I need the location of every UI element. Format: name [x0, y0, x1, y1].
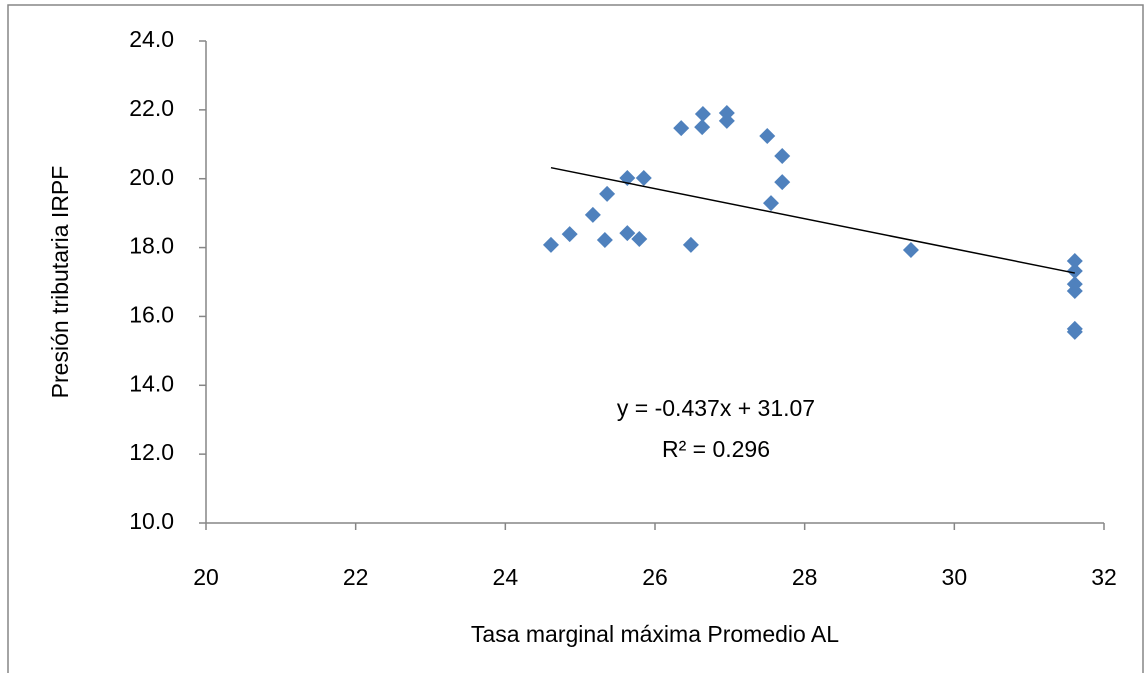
point	[599, 185, 616, 202]
point	[542, 236, 559, 253]
trend-r-squared: R² = 0.296	[662, 436, 770, 462]
y-tick-label: 20.0	[129, 164, 174, 190]
point	[596, 231, 613, 248]
point	[1066, 262, 1083, 279]
point	[561, 226, 578, 243]
y-axis-label: Presión tributaria IRPF	[47, 166, 73, 399]
x-tick-label: 32	[1091, 564, 1117, 590]
x-tick-label: 20	[193, 564, 219, 590]
x-tick-label: 28	[792, 564, 818, 590]
trend-equation: y = -0.437x + 31.07	[617, 395, 815, 421]
point	[1066, 323, 1083, 340]
chart-frame	[7, 4, 1144, 673]
x-tick-label: 26	[642, 564, 668, 590]
point	[774, 147, 791, 164]
point	[1066, 252, 1083, 269]
point	[774, 174, 791, 191]
point	[584, 206, 601, 223]
x-tick-label: 22	[343, 564, 369, 590]
x-tick-label: 30	[942, 564, 968, 590]
trendline	[550, 166, 1075, 274]
y-tick-label: 24.0	[129, 26, 174, 52]
point	[682, 236, 699, 253]
y-tick-label: 16.0	[129, 302, 174, 328]
point	[718, 112, 735, 129]
point	[631, 230, 648, 247]
point	[635, 170, 652, 187]
x-tick-label: 24	[493, 564, 519, 590]
y-tick-label: 22.0	[129, 95, 174, 121]
point	[1066, 282, 1083, 299]
y-tick-label: 14.0	[129, 370, 174, 396]
point	[762, 195, 779, 212]
point	[902, 241, 919, 258]
point	[619, 225, 636, 242]
y-tick-label: 12.0	[129, 439, 174, 465]
x-axis-label: Tasa marginal máxima Promedio AL	[471, 621, 839, 647]
point	[673, 120, 690, 137]
point	[694, 119, 711, 136]
y-tick-label: 10.0	[129, 508, 174, 534]
y-tick-label: 18.0	[129, 233, 174, 259]
point	[694, 105, 711, 122]
point	[759, 128, 776, 145]
